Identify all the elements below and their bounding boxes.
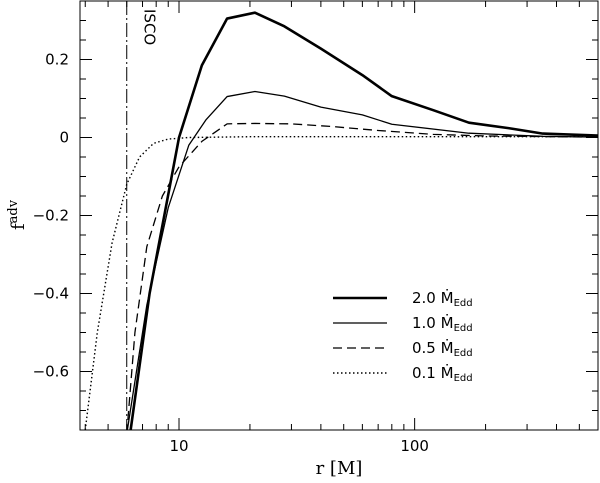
series-line-dotted bbox=[84, 136, 598, 430]
svg-text:fadv: fadv bbox=[6, 199, 29, 230]
series-group bbox=[84, 11, 598, 430]
y-axis-label-sup: adv bbox=[6, 199, 21, 223]
axes-frame-rect bbox=[79, 0, 599, 431]
y-tick-label: −0.2 bbox=[33, 207, 69, 225]
isco-group: ISCO bbox=[126, 1, 159, 430]
y-axis-label: fadv bbox=[6, 199, 29, 230]
legend-label: 1.0 ṀEdd bbox=[412, 313, 473, 334]
y-axis-label-main: f bbox=[8, 222, 29, 230]
series-line-dashed bbox=[126, 122, 598, 430]
legend-label: 2.0 ṀEdd bbox=[412, 288, 473, 309]
series-line-solid bbox=[126, 90, 598, 430]
tick-labels: 10 100 0.2 0 −0.2 −0.4 −0.6 bbox=[33, 51, 429, 456]
isco-label: ISCO bbox=[141, 9, 159, 45]
ticks bbox=[80, 0, 599, 431]
y-tick-label: −0.4 bbox=[33, 285, 69, 303]
legend-label: 0.5 ṀEdd bbox=[412, 338, 473, 359]
legend: 2.0 ṀEdd 1.0 ṀEdd 0.5 ṀEdd 0.1 ṀEdd bbox=[333, 288, 473, 384]
x-axis-label: r [M] bbox=[316, 458, 363, 479]
y-tick-label: 0 bbox=[59, 129, 69, 147]
x-tick-label: 100 bbox=[400, 437, 429, 455]
x-tick-label: 10 bbox=[169, 437, 188, 455]
series-line-thick bbox=[129, 11, 598, 430]
legend-label: 0.1 ṀEdd bbox=[412, 363, 473, 384]
y-tick-label: 0.2 bbox=[45, 51, 69, 69]
y-tick-label: −0.6 bbox=[33, 363, 69, 381]
axes-frame bbox=[79, 0, 599, 431]
